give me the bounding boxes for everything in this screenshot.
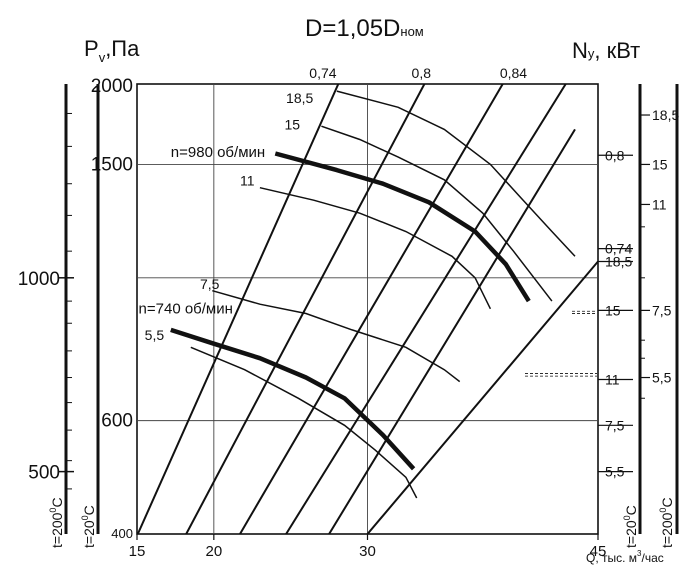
right-outer-temperature-label: t=2000C (658, 497, 675, 548)
efficiency-label: 0,8 (412, 65, 432, 81)
efficiency-guide-line (239, 84, 504, 534)
power-axis-label: Ny, кВт (572, 38, 640, 63)
left-inner-temperature-sup: 0 (80, 515, 90, 520)
power-axis-label-rest: , кВт (594, 38, 640, 63)
chart-title-sub: ном (400, 24, 423, 39)
speed-curve-label: n=980 об/мин (171, 144, 265, 161)
chart-title: D=1,05Dном (305, 15, 424, 42)
left-outer-temperature-sup: 0 (48, 508, 58, 513)
x-tick-label: 15 (129, 543, 146, 560)
curve-label-layer: 18,5 15 11 7,5 5,5 n=980 об/мин n=740 об/мин 0,… (139, 65, 528, 343)
chart-title-main: D=1,05D (305, 15, 400, 42)
power-curve-label: 11 (240, 173, 255, 189)
right-outer-temperature-rest: C (659, 497, 675, 507)
efficiency-guide-line (185, 84, 426, 534)
left-inner-temperature-rest: C (81, 505, 97, 515)
left-outer-temperature-rest: C (49, 497, 65, 507)
efficiency-label: 0,74 (309, 65, 336, 81)
power-curve (321, 125, 553, 302)
efficiency-guide-line (137, 84, 340, 534)
right-inner-tick-label: 15 (605, 302, 621, 318)
power-curve (336, 90, 576, 257)
y-tick-label: 600 (101, 411, 133, 432)
right-inner-tick-label: 7,5 (605, 417, 625, 433)
y-axis-label-sub: v (99, 50, 106, 65)
right-outer-temperature-main: t=200 (659, 512, 675, 548)
left-outer-tick-label: 500 (28, 463, 60, 484)
y-axis-label-rest: ,Па (105, 36, 140, 61)
right-outer-tick-label: 15 (652, 156, 668, 172)
power-axis-label-main: N (572, 38, 588, 63)
x-axis-label-sup: 3 (637, 549, 642, 558)
right-outer-tick-label: 18,5 (652, 107, 679, 123)
power-curve-label: 15 (285, 116, 301, 132)
y-tick-label: 400 (111, 526, 133, 541)
right-outer-tick-label: 5,5 (652, 370, 672, 386)
left-outer-tick-label: 1000 (18, 269, 60, 290)
y-axis-label-main: P (84, 36, 99, 61)
left-inner-temperature-main: t=20 (81, 520, 97, 548)
power-curve-label: 5,5 (145, 327, 165, 343)
power-axis-label-sub: y (588, 46, 595, 61)
efficiency-guide-line (366, 260, 598, 534)
right-outer-tick-label: 7,5 (652, 302, 672, 318)
power-curve-label: 7,5 (200, 276, 220, 292)
y-tick-label: 2000 (91, 76, 133, 97)
power-curve (190, 346, 418, 499)
power-curve-layer (190, 90, 576, 499)
right-inner-temperature-sup: 0 (622, 515, 632, 520)
right-inner-tick-label: 0,74 (605, 241, 632, 257)
power-curve-label: 18,5 (286, 90, 313, 106)
speed-curve-label: n=740 об/мин (139, 301, 233, 318)
right-inner-temperature-label: t=200C (622, 505, 639, 548)
right-inner-tick-label: 18,5 (605, 254, 632, 270)
right-inner-tick-label: 11 (605, 372, 620, 388)
right-outer-temperature-sup: 0 (658, 508, 668, 513)
x-tick-label: 20 (205, 543, 222, 560)
left-outer-temperature-main: t=200 (49, 512, 65, 548)
efficiency-guide-line (328, 128, 576, 534)
x-tick-label: 45 (590, 543, 607, 560)
right-inner-temperature-main: t=20 (623, 520, 639, 548)
x-axis-label-main: Q, тыс. м (586, 551, 637, 565)
right-inner-temperature-rest: C (623, 505, 639, 515)
x-axis-label-rest: /час (642, 551, 664, 565)
power-curve (212, 289, 461, 383)
x-axis-label: Q, тыс. м3/час (586, 549, 664, 565)
efficiency-label: 0,84 (500, 65, 527, 81)
power-curve (259, 186, 492, 310)
x-tick-label: 30 (359, 543, 376, 560)
right-outer-tick-label: 11 (652, 196, 667, 212)
axis-tick-layer: 15 20 30 452000150060040010005000,80,7418,5… (18, 76, 680, 560)
speed-curve-layer (170, 151, 531, 471)
speed-curve (170, 327, 416, 471)
efficiency-guide-line (285, 84, 567, 534)
left-outer-temperature-label: t=2000C (48, 497, 65, 548)
right-inner-tick-label: 0,8 (605, 147, 625, 163)
y-tick-label: 1500 (91, 154, 133, 175)
right-inner-tick-label: 5,5 (605, 464, 625, 480)
y-axis-label: Pv,Па (84, 36, 140, 65)
left-inner-temperature-label: t=200C (80, 505, 97, 548)
guide-line-layer (137, 84, 598, 534)
speed-curve (274, 151, 531, 303)
